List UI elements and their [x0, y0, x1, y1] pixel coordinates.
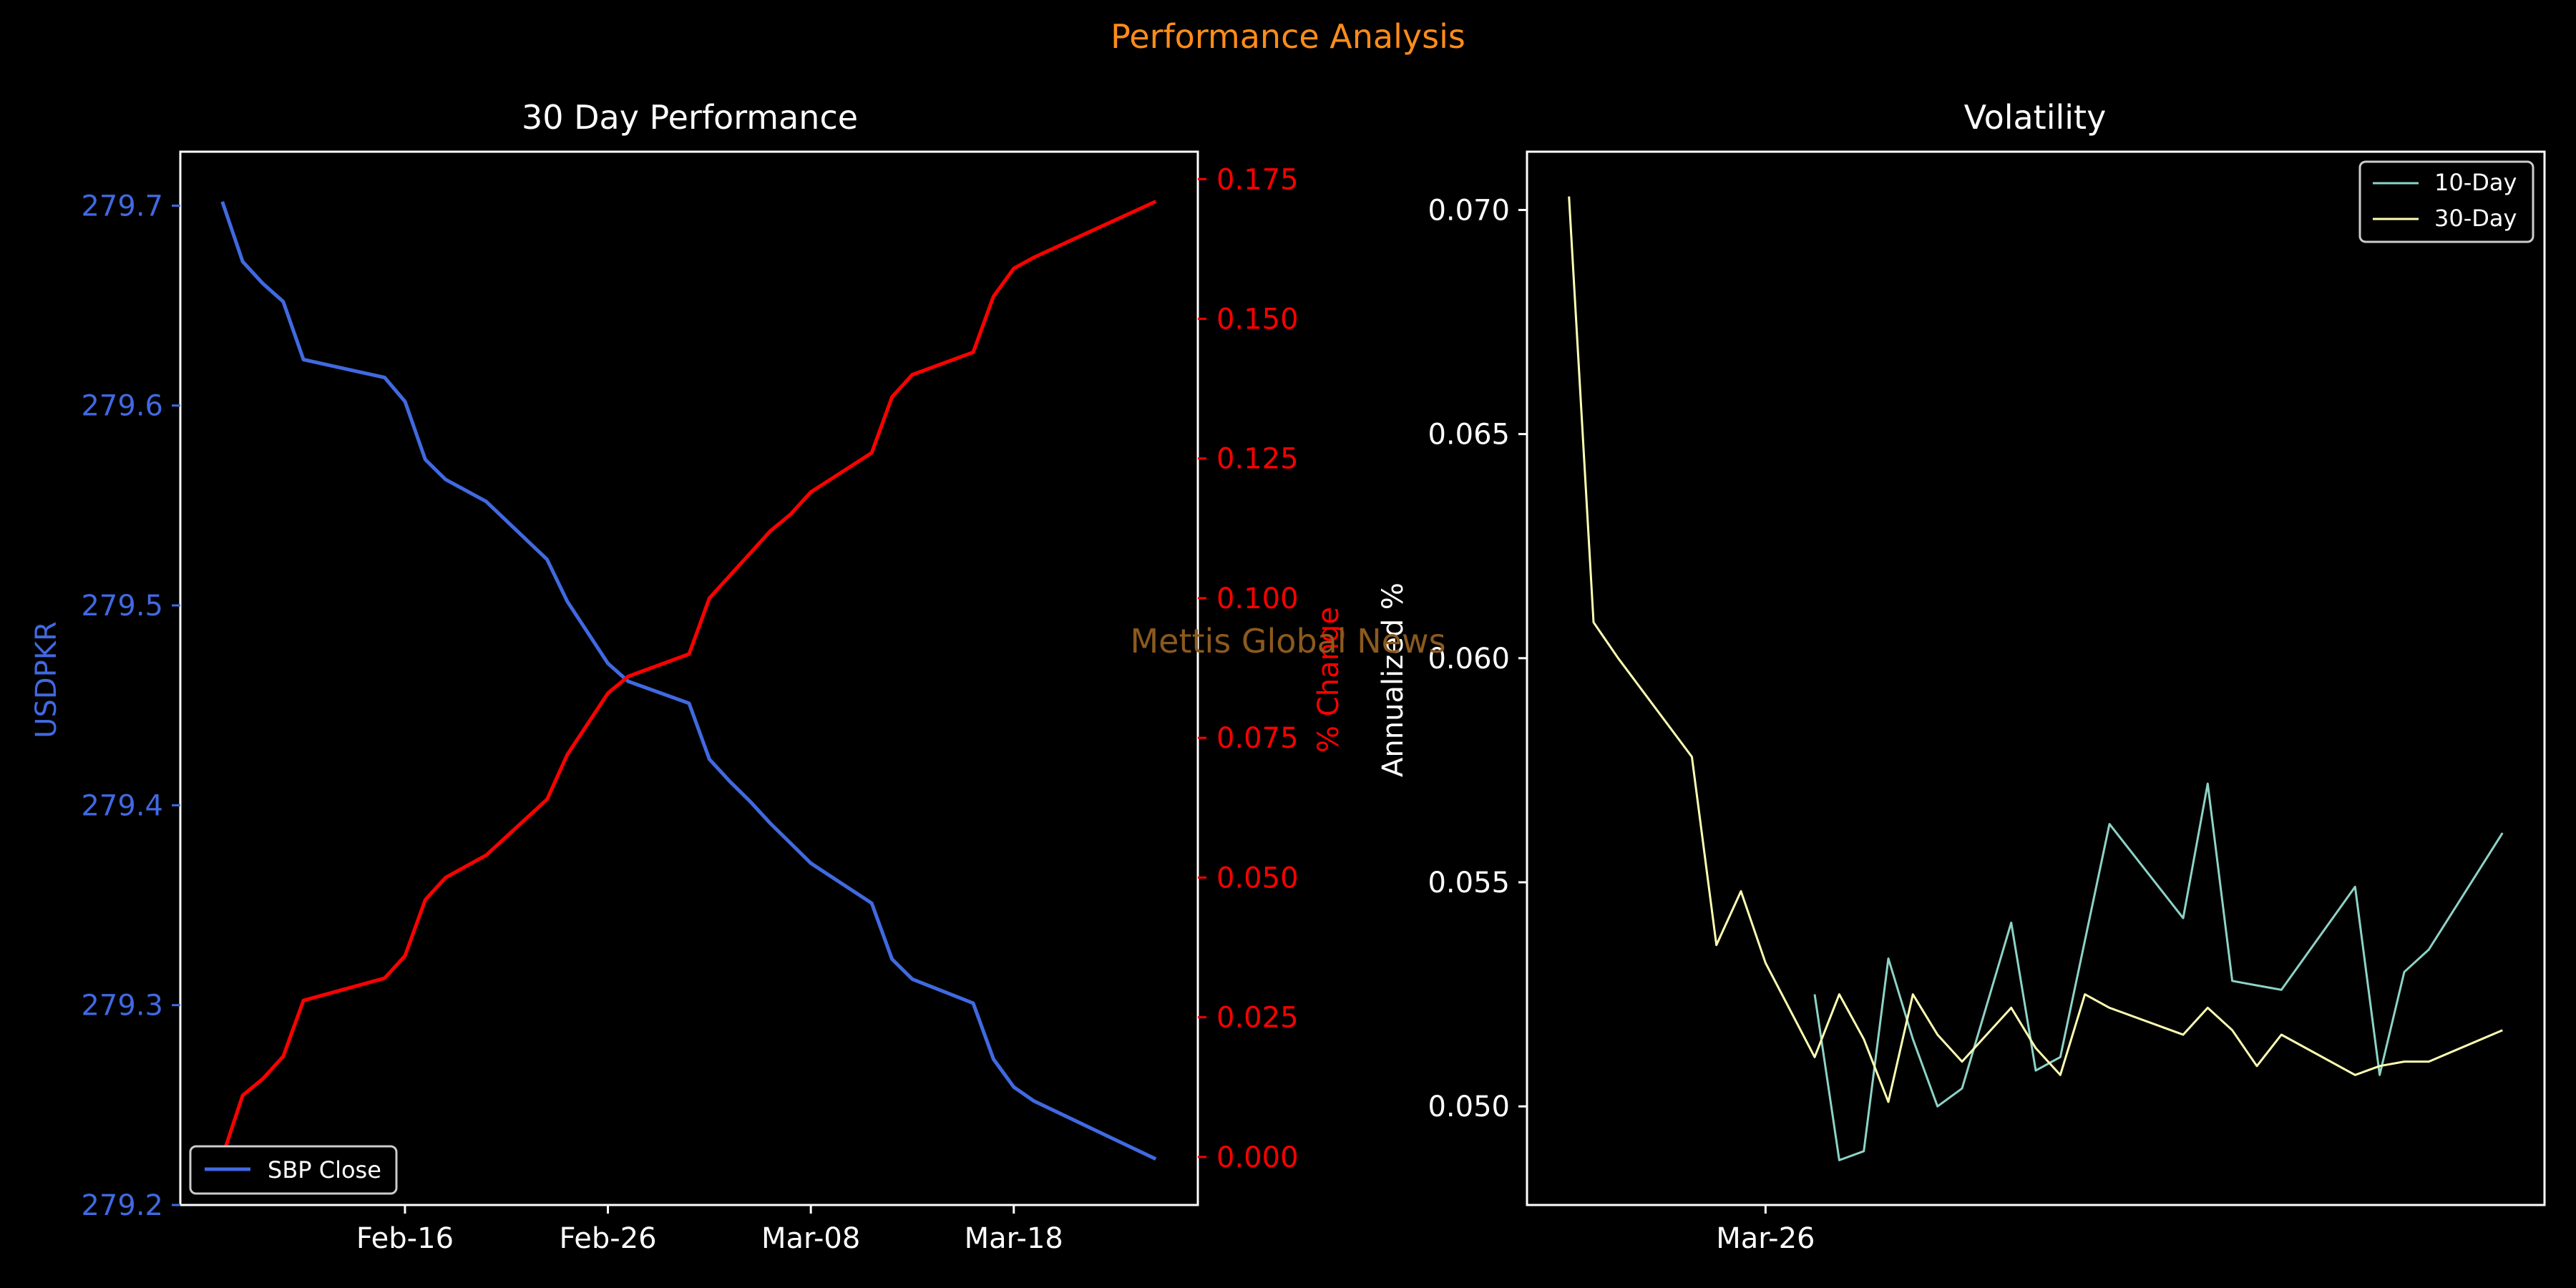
volatility-y-axis: 0.050 0.055 0.060 0.065 0.070 — [1428, 194, 1527, 1123]
performance-chart-title: 30 Day Performance — [522, 98, 858, 137]
p1-x-tick-label: Mar-18 — [965, 1222, 1063, 1255]
volatility-legend-label-10day: 10-Day — [2434, 169, 2517, 196]
p1-y-tick-label: 279.5 — [81, 590, 163, 623]
p1-y-tick-label: 279.7 — [81, 190, 163, 223]
p1-y-tick-label-right: 0.075 — [1216, 722, 1299, 755]
performance-x-axis: Feb-16 Feb-26 Mar-08 Mar-18 — [356, 1205, 1063, 1255]
watermark: Mettis Global News — [1130, 622, 1445, 660]
p1-y-tick-label-right: 0.050 — [1216, 862, 1299, 894]
performance-legend: SBP Close — [189, 1145, 398, 1195]
p1-y-tick-label: 279.6 — [81, 390, 163, 423]
p1-y-tick-label: 279.3 — [81, 990, 163, 1023]
p2-y-tick-label: 0.070 — [1428, 194, 1510, 227]
p1-y-tick-label-right: 0.125 — [1216, 443, 1299, 476]
performance-plot-frame — [179, 150, 1199, 1206]
performance-y-label-right: % Change — [1312, 607, 1345, 753]
volatility-series — [1568, 196, 2504, 1161]
performance-legend-box — [189, 1145, 398, 1195]
performance-y-label: USDPKR — [30, 621, 63, 738]
series-line-30-day — [1568, 196, 2503, 1103]
p1-x-tick-label: Feb-26 — [559, 1222, 656, 1255]
p1-y-tick-label-right: 0.175 — [1216, 163, 1299, 196]
performance-legend-label: SBP Close — [268, 1156, 381, 1184]
volatility-chart: Volatility Mar-26 0.0500.0550.0600.0650.… — [1377, 98, 2546, 1255]
p1-y-tick-label-right: 0.100 — [1216, 582, 1299, 615]
performance-y-axis-left: 279.2 279.3 279.4 279.5 279.6 279.7 — [81, 190, 180, 1222]
volatility-x-axis: Mar-26 — [1716, 1205, 1815, 1255]
p2-x-tick-label: Mar-26 — [1716, 1222, 1815, 1255]
p2-y-tick-label: 0.050 — [1428, 1091, 1510, 1123]
p1-y-tick-label-right: 0.025 — [1216, 1002, 1299, 1035]
volatility-chart-title: Volatility — [1964, 98, 2107, 137]
p1-y-tick-label: 279.4 — [81, 789, 163, 822]
series-line-sbp-close — [220, 200, 1157, 1161]
volatility-legend-box — [2358, 160, 2534, 243]
figure-suptitle: Performance Analysis — [1111, 17, 1465, 56]
p1-x-tick-label: Mar-08 — [761, 1222, 860, 1255]
series-line-change — [220, 200, 1157, 1158]
volatility-legend-label-30day: 30-Day — [2434, 205, 2517, 232]
performance-y-axis-right: 0.000 0.025 0.050 0.075 0.100 0.125 0.150 0.175 — [1198, 163, 1299, 1174]
p2-y-tick-label: 0.065 — [1428, 419, 1510, 452]
volatility-legend: 10-Day 30-Day — [2358, 160, 2534, 243]
p2-y-tick-label: 0.060 — [1428, 643, 1510, 675]
p1-x-tick-label: Feb-16 — [356, 1222, 454, 1255]
performance-series — [220, 200, 1157, 1161]
volatility-y-label: Annualized % — [1377, 582, 1410, 777]
p1-y-tick-label: 279.2 — [81, 1189, 163, 1222]
series-line-10-day — [1813, 782, 2504, 1161]
p1-y-tick-label-right: 0.150 — [1216, 303, 1299, 336]
volatility-plot-frame — [1526, 150, 2546, 1206]
p2-y-tick-label: 0.055 — [1428, 867, 1510, 899]
performance-chart: 30 Day Performance Feb-16 Feb-26 Mar-08 Mar… — [30, 98, 1345, 1255]
p1-y-tick-label-right: 0.000 — [1216, 1141, 1299, 1174]
